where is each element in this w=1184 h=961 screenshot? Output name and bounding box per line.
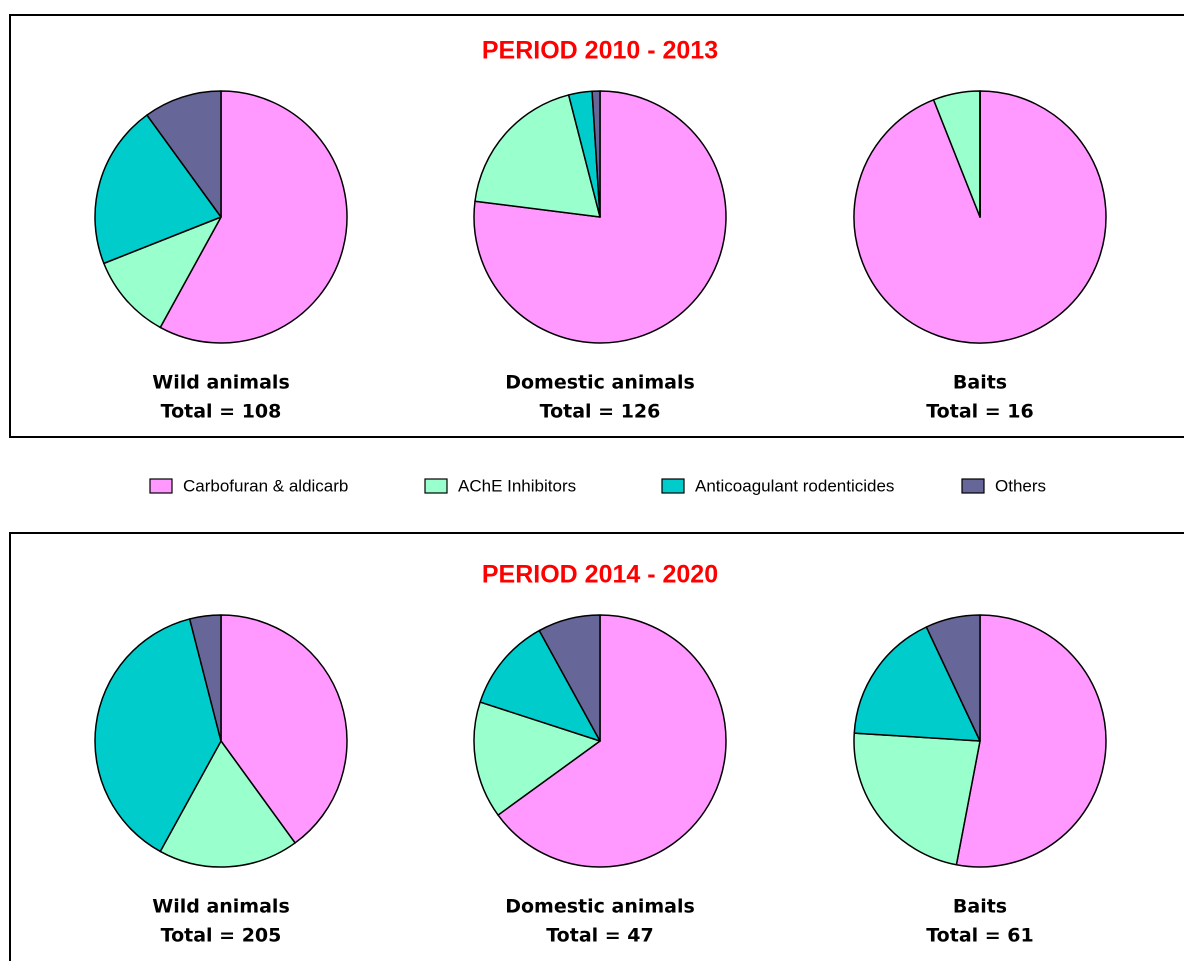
legend-label: Others <box>995 476 1046 495</box>
legend-swatch <box>424 478 448 494</box>
pie-slice <box>497 614 727 868</box>
panel-frame <box>9 532 1184 961</box>
pie-slice <box>159 740 296 868</box>
legend-swatch <box>661 478 685 494</box>
legend-swatch <box>961 478 985 494</box>
pie-total: Total = 61 <box>926 925 1034 947</box>
pie-slice <box>538 614 601 742</box>
pie-title: Baits <box>953 896 1007 918</box>
pie-slice <box>94 114 222 265</box>
pie-total: Total = 47 <box>546 925 654 947</box>
pie-slice <box>103 216 222 329</box>
pie-slice <box>474 94 601 218</box>
legend-swatch <box>149 478 173 494</box>
pie-total: Total = 126 <box>540 401 661 423</box>
pie-total: Total = 205 <box>161 925 282 947</box>
pie-slice <box>479 629 601 742</box>
pie-slice <box>925 614 981 742</box>
pie-slice <box>94 618 222 853</box>
pie-slice <box>473 90 727 344</box>
pie-title: Wild animals <box>152 372 290 394</box>
pie-slice <box>220 614 348 844</box>
pie-total: Total = 108 <box>161 401 282 423</box>
pie-slice <box>591 90 601 218</box>
legend-label: Carbofuran & aldicarb <box>183 476 348 495</box>
pie-slice <box>473 701 601 816</box>
pie-slice <box>146 90 222 218</box>
pie-title: Domestic animals <box>505 372 695 394</box>
pie-title: Wild animals <box>152 896 290 918</box>
pie-slice <box>853 732 981 866</box>
pie-slice <box>955 614 1107 868</box>
legend-label: AChE Inhibitors <box>458 476 576 495</box>
pie-slice <box>853 626 981 742</box>
pie-total: Total = 16 <box>926 401 1034 423</box>
period-title: PERIOD 2010 - 2013 <box>482 37 718 65</box>
pie-title: Baits <box>953 372 1007 394</box>
panel-frame <box>9 14 1184 438</box>
pie-title: Domestic animals <box>505 896 695 918</box>
pie-slice <box>853 90 1107 344</box>
pie-slice <box>159 90 348 344</box>
legend-label: Anticoagulant rodenticides <box>695 476 894 495</box>
pie-slice <box>188 614 222 742</box>
period-title: PERIOD 2014 - 2020 <box>482 561 718 589</box>
